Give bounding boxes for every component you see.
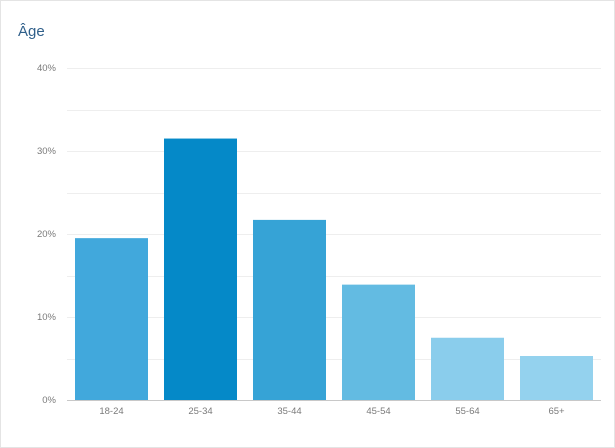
y-tick-label: 20% [37,229,57,240]
x-axis-ticks: 18-24 25-34 35-44 45-54 55-64 65+ [99,406,565,417]
bar-45-54[interactable] [342,284,415,400]
y-tick-label: 10% [37,312,57,323]
chart-title: Âge [18,23,45,40]
bar-18-24[interactable] [75,238,148,400]
bar-65plus[interactable] [520,356,593,400]
bars [75,138,593,401]
bar-55-64[interactable] [431,337,504,400]
x-tick-label: 25-34 [188,406,212,417]
y-tick-label: 30% [37,146,57,157]
y-tick-label: 40% [37,63,57,74]
x-tick-label: 18-24 [99,406,123,417]
y-tick-label: 0% [42,395,56,406]
x-tick-label: 45-54 [366,406,390,417]
x-tick-label: 65+ [548,406,565,417]
bar-25-34[interactable] [164,138,237,401]
gridlines [67,68,601,401]
x-tick-label: 35-44 [277,406,301,417]
y-axis-ticks: 0% 10% 20% 30% 40% [37,63,57,406]
bar-35-44[interactable] [253,219,326,400]
x-tick-label: 55-64 [455,406,479,417]
